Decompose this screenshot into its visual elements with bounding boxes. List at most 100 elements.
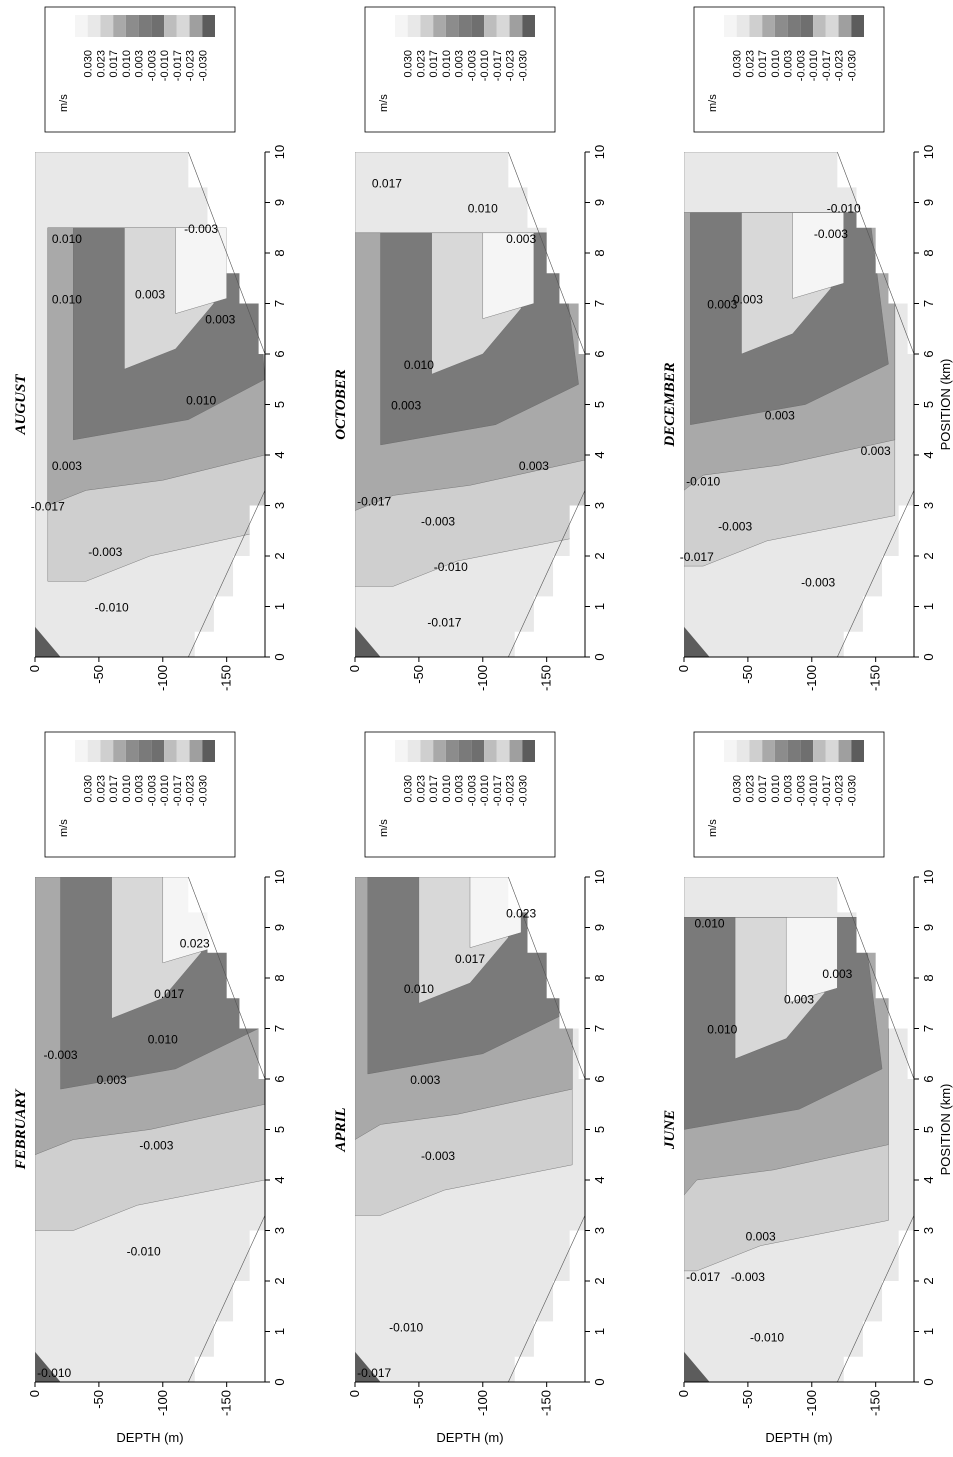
legend-level: 0.030 — [403, 50, 415, 78]
seabed-line — [188, 490, 266, 658]
x-tick-label: 10 — [592, 870, 607, 884]
contour-label: -0.010 — [434, 560, 468, 574]
seabed-line — [188, 1215, 266, 1383]
contour-label: 0.010 — [404, 358, 434, 372]
legend-level: 0.017 — [428, 775, 440, 803]
x-tick-label: 8 — [592, 974, 607, 981]
x-tick-label: 6 — [272, 350, 287, 357]
legend-level: -0.017 — [492, 775, 504, 806]
x-tick-label: 5 — [921, 401, 936, 408]
legend-swatch — [851, 15, 864, 37]
x-tick-label: 3 — [592, 502, 607, 509]
legend-level: -0.010 — [808, 50, 820, 81]
contour-label: -0.010 — [127, 1245, 161, 1259]
bathymetry-left — [194, 505, 265, 657]
y-tick-label: -150 — [539, 665, 554, 691]
contour-label: -0.010 — [389, 1321, 423, 1335]
legend-swatch — [458, 740, 472, 762]
legend-swatch — [736, 15, 750, 37]
x-tick-label: 7 — [592, 300, 607, 307]
legend-level: 0.003 — [454, 775, 466, 803]
contour-label: 0.010 — [52, 293, 82, 307]
x-tick-label: 3 — [272, 502, 287, 509]
legend-level: 0.003 — [783, 775, 795, 803]
x-tick-label: 7 — [921, 1025, 936, 1032]
x-tick-label: 2 — [592, 552, 607, 559]
x-tick-label: 1 — [921, 1328, 936, 1335]
legend-swatch — [395, 15, 408, 37]
contour-band — [355, 626, 381, 657]
contour-band — [786, 917, 838, 1004]
contour-label: 0.010 — [468, 202, 498, 216]
panel-december: 0 -50 -100 -150 0 1 2 3 4 5 6 7 8 9 10 DECEMBER POSITION… — [662, 6, 953, 691]
legend-swatch — [813, 740, 826, 762]
legend-swatch — [774, 740, 788, 762]
x-tick-label: 4 — [272, 451, 287, 458]
contour-label: -0.010 — [37, 1366, 71, 1380]
panel-title: FEBRUARY — [13, 1088, 29, 1171]
legend-level: -0.023 — [505, 50, 517, 81]
x-tick-label: 10 — [592, 145, 607, 159]
contour-band — [684, 1351, 710, 1382]
legend-swatch — [736, 740, 750, 762]
contour-label: -0.017 — [686, 1270, 720, 1284]
legend-swatch — [813, 15, 826, 37]
legend-level: -0.030 — [197, 775, 209, 806]
x-tick-label: 4 — [592, 1176, 607, 1183]
legend-level: 0.030 — [83, 50, 95, 78]
legend-frame — [44, 6, 236, 133]
legend-level: -0.010 — [808, 775, 820, 806]
x-tick-label: 5 — [592, 1126, 607, 1133]
legend-unit: m/s — [378, 819, 390, 837]
legend-swatch — [164, 740, 177, 762]
contour-label: -0.003 — [421, 1149, 455, 1163]
x-tick-label: 8 — [592, 249, 607, 256]
legend-swatch — [407, 740, 421, 762]
legend-level: -0.017 — [821, 775, 833, 806]
contour-band — [175, 227, 227, 314]
x-tick-label: 1 — [272, 603, 287, 610]
contour-label: 0.003 — [205, 313, 235, 327]
contour-label: 0.023 — [180, 937, 210, 951]
legend: 0.030 0.023 0.017 0.010 0.003 -0.003 -0.010 -0.… — [693, 731, 885, 858]
legend-swatch — [484, 15, 497, 37]
x-tick-label: 3 — [272, 1227, 287, 1234]
contour-label: 0.017 — [455, 952, 485, 966]
legend-level: -0.017 — [492, 50, 504, 81]
contour-label: -0.017 — [357, 495, 391, 509]
legend-swatch — [125, 740, 139, 762]
legend-swatch — [151, 740, 165, 762]
legend-swatch — [496, 15, 510, 37]
legend-swatch — [87, 740, 101, 762]
bathymetry-left — [843, 505, 914, 657]
contour-label: -0.003 — [814, 227, 848, 241]
y-axis-title: DEPTH (m) — [436, 1430, 503, 1445]
x-tick-label: 6 — [592, 350, 607, 357]
y-tick-label: 0 — [27, 1390, 42, 1397]
x-tick-label: 3 — [592, 1227, 607, 1234]
legend-swatch — [838, 740, 852, 762]
x-tick-label: 8 — [921, 974, 936, 981]
legend-swatch — [75, 740, 88, 762]
x-tick-label: 5 — [272, 1126, 287, 1133]
legend-swatch — [113, 15, 126, 37]
legend-level: 0.003 — [134, 775, 146, 803]
legend-level: -0.010 — [159, 50, 171, 81]
x-tick-label: 1 — [592, 603, 607, 610]
velocity-field — [355, 877, 585, 1382]
legend-level: 0.030 — [403, 775, 415, 803]
legend-swatch — [471, 740, 485, 762]
legend-level: 0.010 — [770, 775, 782, 803]
y-tick-label: -150 — [219, 1390, 234, 1416]
legend-swatch — [433, 740, 446, 762]
legend-swatch — [100, 740, 114, 762]
x-axis-title: POSITION (km) — [938, 359, 953, 451]
velocity-field — [684, 152, 914, 657]
x-tick-label: 1 — [272, 1328, 287, 1335]
legend-swatch — [138, 740, 152, 762]
seabed-line — [188, 876, 266, 1080]
contour-label: 0.010 — [148, 1033, 178, 1047]
y-tick-label: -100 — [475, 665, 490, 691]
contour-label: -0.010 — [827, 202, 861, 216]
